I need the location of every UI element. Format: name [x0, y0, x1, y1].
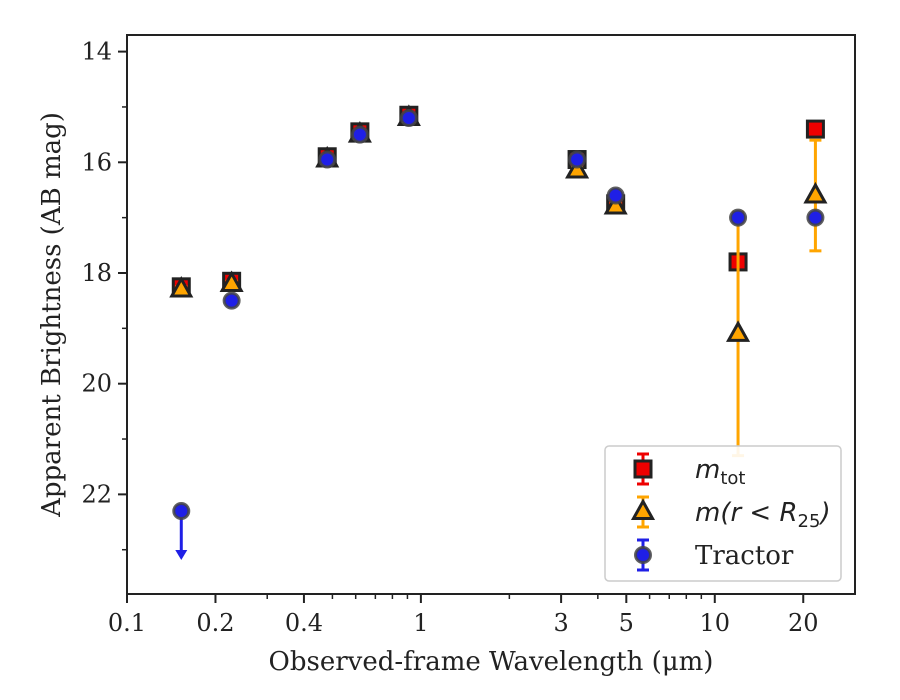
y-axis-label: Apparent Brightness (AB mag)	[37, 112, 67, 518]
legend-box	[604, 445, 842, 582]
series-triangle	[169, 104, 828, 458]
circle-marker	[729, 208, 748, 227]
data-layer	[169, 104, 828, 561]
legend-square-marker	[633, 459, 653, 479]
x-tick-label: 10	[700, 609, 731, 637]
legend-triangle-marker	[630, 498, 656, 520]
x-tick-label: 0.1	[108, 609, 146, 637]
axis-layer: 0.1 0.2 0.4 1 3 5 10 20 14 16 18 20 22	[81, 38, 818, 637]
upper-limit-arrowhead	[175, 550, 188, 561]
circle-marker	[568, 150, 587, 169]
series-circle	[172, 109, 825, 561]
x-tick-label: 0.2	[196, 609, 234, 637]
x-tick-label: 0.4	[285, 609, 323, 637]
legend-label: Tractor	[695, 541, 794, 571]
legend-entry: m(r < R25)	[630, 495, 831, 532]
x-axis-label: Observed-frame Wavelength (μm)	[269, 647, 714, 677]
legend-label: mtot	[695, 455, 745, 489]
triangle-marker	[219, 270, 244, 293]
legend-entry: mtot	[633, 452, 745, 489]
y-tick-label: 20	[81, 370, 112, 398]
legend-entry: Tractor	[634, 538, 794, 572]
legend-label: m(r < R25)	[695, 498, 831, 532]
circle-marker	[806, 208, 825, 227]
plot-frame	[126, 34, 856, 595]
circle-marker	[318, 150, 337, 169]
y-tick-label: 18	[81, 259, 112, 287]
triangle-marker	[803, 181, 828, 204]
triangle-marker	[603, 192, 628, 215]
circle-marker	[399, 109, 418, 128]
y-tick-label: 14	[81, 38, 112, 66]
triangle-marker	[725, 320, 751, 342]
legend: mtot m(r < R25) Tractor	[604, 445, 842, 582]
series-square	[171, 105, 825, 297]
x-tick-label: 1	[413, 609, 428, 637]
circle-marker	[606, 186, 625, 205]
y-tick-label: 16	[81, 148, 112, 176]
triangle-marker	[565, 156, 590, 179]
x-tick-label: 3	[553, 609, 568, 637]
triangle-marker	[169, 275, 194, 298]
x-tick-label: 20	[788, 609, 819, 637]
square-marker	[805, 119, 825, 139]
circle-marker	[172, 501, 191, 520]
legend-circle-marker	[634, 546, 652, 564]
circle-marker	[350, 125, 369, 144]
x-tick-label: 5	[619, 609, 634, 637]
circle-marker	[222, 291, 241, 310]
y-tick-label: 22	[81, 480, 112, 508]
